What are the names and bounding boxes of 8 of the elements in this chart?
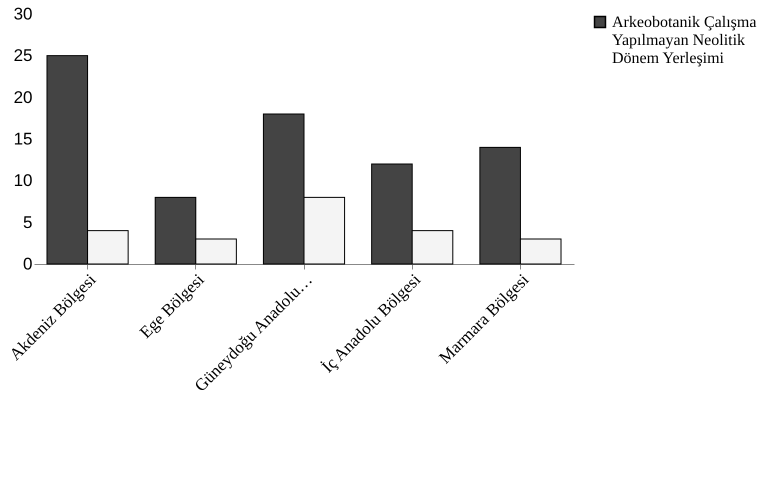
y-tick-label: 5	[23, 212, 32, 232]
y-tick-label: 0	[23, 254, 32, 274]
y-tick-label: 20	[14, 88, 32, 107]
y-tick-label: 15	[14, 130, 32, 148]
legend-label: Arkeobotanik Çalışma Yapılmayan Neolitik Dönem Yerleşimi	[612, 14, 756, 67]
y-tick-label: 10	[14, 171, 32, 190]
y-tick-label: 30	[14, 4, 32, 24]
y-tick-label: 25	[14, 46, 32, 66]
